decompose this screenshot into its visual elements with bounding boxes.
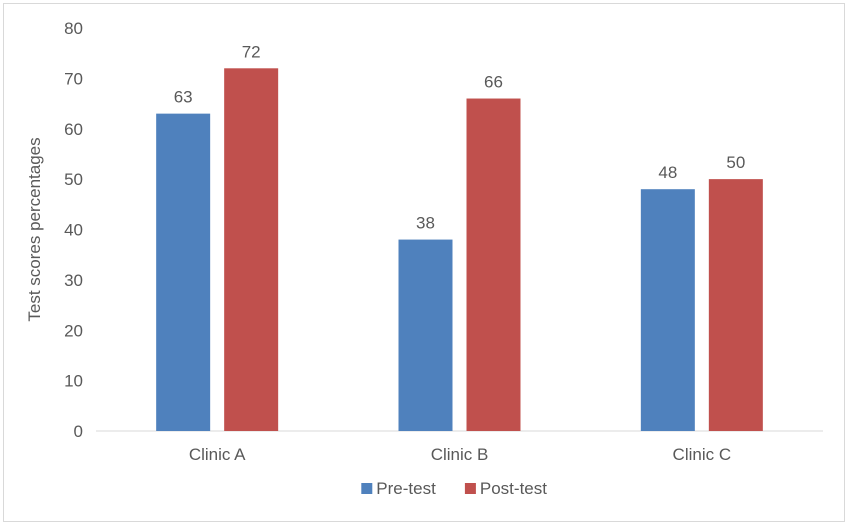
- bar-pre-test-1: [398, 239, 453, 431]
- bar-post-test-2: [708, 179, 763, 431]
- y-tick-label: 30: [64, 271, 83, 290]
- y-tick-label: 70: [64, 69, 83, 88]
- x-tick-label: Clinic C: [673, 445, 732, 464]
- x-tick-label: Clinic B: [431, 445, 489, 464]
- bar-pre-test-0: [156, 113, 211, 431]
- data-label: 50: [726, 153, 745, 172]
- y-tick-label: 20: [64, 321, 83, 340]
- y-tick-label: 0: [74, 422, 83, 441]
- x-axis-ticks: Clinic A Clinic B Clinic C: [189, 445, 731, 464]
- bar-post-test-0: [224, 68, 279, 432]
- bar-post-test-1: [466, 98, 521, 432]
- data-label: 48: [658, 163, 677, 182]
- y-tick-label: 40: [64, 221, 83, 240]
- y-tick-label: 80: [64, 19, 83, 38]
- data-label: 38: [416, 214, 435, 233]
- legend-label: Post-test: [480, 479, 547, 498]
- data-label: 72: [242, 42, 261, 61]
- data-label: 63: [174, 88, 193, 107]
- legend-label: Pre-test: [376, 479, 436, 498]
- legend-swatch: [361, 483, 373, 494]
- legend-swatch: [464, 483, 476, 494]
- bar-pre-test-2: [640, 189, 695, 431]
- bars: [156, 68, 763, 432]
- y-tick-label: 60: [64, 120, 83, 139]
- data-label: 66: [484, 73, 503, 92]
- y-axis-ticks: 0 10 20 30 40 50 60 70 80: [64, 19, 83, 441]
- y-tick-label: 50: [64, 170, 83, 189]
- legend: Pre-test Post-test: [361, 479, 547, 498]
- y-tick-label: 10: [64, 372, 83, 391]
- y-axis-title: Test scores percentages: [25, 137, 44, 321]
- data-labels: 63 72 38 66 48 50: [174, 42, 746, 232]
- x-tick-label: Clinic A: [189, 445, 246, 464]
